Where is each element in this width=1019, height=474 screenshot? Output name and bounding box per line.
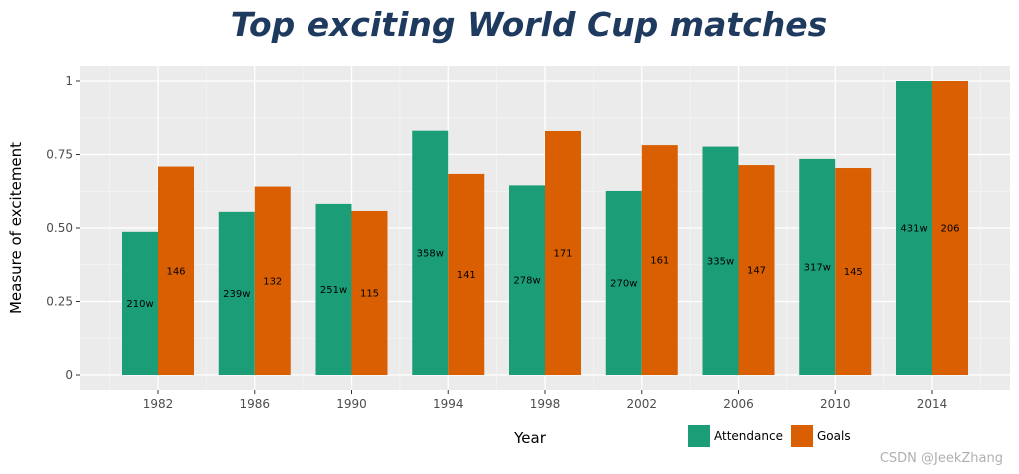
watermark: CSDN @JeekZhang — [880, 451, 1003, 466]
bar-label: 206 — [940, 224, 959, 235]
bar-label: 317w — [804, 262, 831, 273]
bar-label: 171 — [553, 248, 572, 259]
x-axis-title: Year — [513, 429, 547, 447]
x-axis: 1982 1986 1990 1994 1998 2002 2006 2010 2014 — [143, 390, 948, 411]
bar-label: 147 — [747, 266, 766, 277]
bar-label: 431w — [900, 224, 927, 235]
y-tick-label: 0.25 — [46, 295, 73, 309]
x-tick-label: 1994 — [433, 397, 464, 411]
bar-label: 335w — [707, 256, 734, 267]
bar-label: 270w — [610, 278, 637, 289]
legend-swatch-attendance — [688, 425, 710, 447]
y-tick-label: 0 — [65, 368, 73, 382]
legend-label: Goals — [817, 429, 851, 443]
bar-attendance — [315, 203, 352, 375]
bar-goals — [932, 81, 968, 375]
y-tick-label: 1 — [65, 74, 73, 88]
bar-attendance — [605, 190, 642, 375]
bar-label: 115 — [360, 288, 379, 299]
bar-attendance — [412, 130, 449, 375]
legend-swatch-goals — [791, 425, 813, 447]
bar-goals — [254, 186, 291, 375]
bar-attendance — [896, 81, 932, 375]
y-axis-title: Measure of excitement — [7, 142, 25, 314]
chart-title: Top exciting World Cup matches — [231, 5, 828, 44]
y-tick-label: 0.50 — [46, 221, 73, 235]
bar-goals — [158, 166, 194, 375]
bar-attendance — [218, 211, 255, 375]
bar-label: 278w — [513, 276, 540, 287]
y-axis: 0 0.25 0.50 0.75 1 — [46, 74, 80, 382]
x-tick-label: 1990 — [336, 397, 367, 411]
x-tick-label: 1998 — [530, 397, 561, 411]
bar-label: 146 — [166, 266, 185, 277]
bar-goals — [738, 165, 775, 375]
bar-label: 239w — [223, 289, 250, 300]
x-tick-label: 2002 — [626, 397, 657, 411]
bar-goals — [835, 168, 872, 375]
bar-attendance — [799, 158, 836, 375]
x-tick-label: 1982 — [143, 397, 174, 411]
bar-attendance — [509, 185, 545, 375]
bar-attendance — [702, 146, 739, 375]
bar-goals — [545, 130, 581, 375]
bar-label: 145 — [844, 267, 863, 278]
bar-goals — [351, 210, 388, 375]
x-tick-label: 1986 — [239, 397, 270, 411]
bar-label: 161 — [650, 256, 669, 267]
bar-goals — [448, 173, 485, 375]
x-tick-label: 2006 — [723, 397, 754, 411]
legend-label: Attendance — [714, 429, 783, 443]
bar-label: 251w — [320, 285, 347, 296]
legend: Attendance Goals — [688, 425, 851, 447]
bar-attendance — [122, 231, 158, 375]
bar-label: 358w — [417, 248, 444, 259]
y-tick-label: 0.75 — [46, 148, 73, 162]
bar-goals — [641, 145, 678, 375]
bar-label: 141 — [457, 270, 476, 281]
x-tick-label: 2014 — [917, 397, 948, 411]
x-tick-label: 2010 — [820, 397, 851, 411]
bar-label: 132 — [263, 276, 282, 287]
bar-labels: 210w 239w 251w 358w 278w 270w 335w 317w 431w 146 1… — [126, 224, 959, 310]
bars — [122, 81, 968, 375]
bar-label: 210w — [126, 299, 153, 310]
